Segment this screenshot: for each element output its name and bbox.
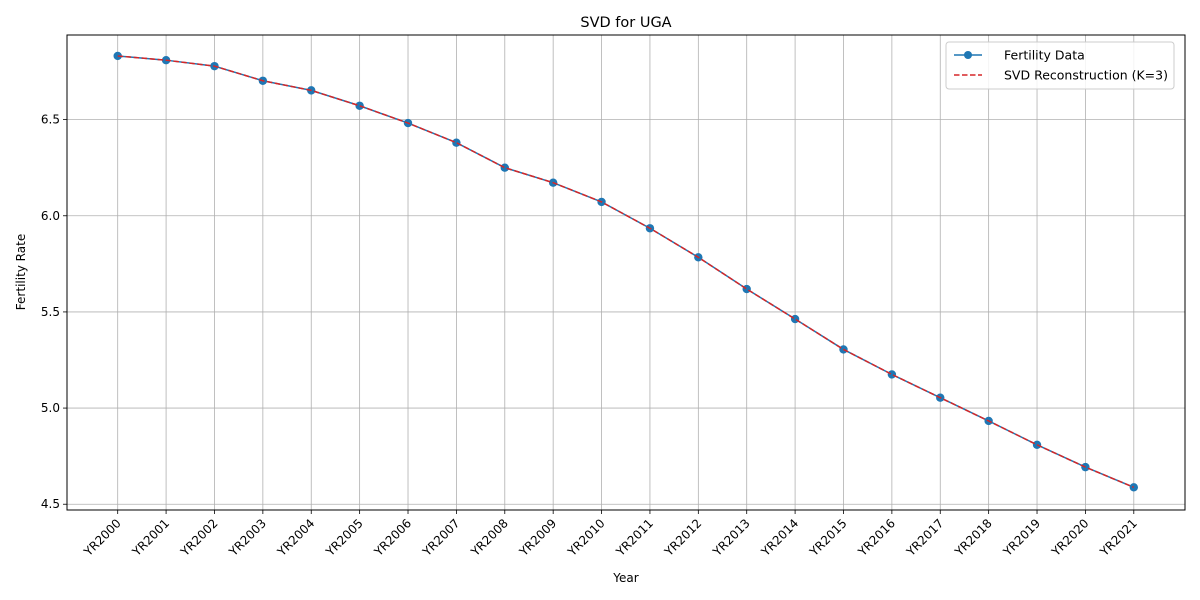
fertility-data-point xyxy=(790,314,800,324)
y-tick-label: 4.5 xyxy=(41,497,60,511)
x-tick-label: YR2012 xyxy=(661,516,704,559)
x-tick-label: YR2013 xyxy=(710,516,753,559)
legend-label-fertility-data: Fertility Data xyxy=(1004,48,1085,63)
fertility-data-point xyxy=(1032,440,1042,450)
x-tick-label: YR2008 xyxy=(468,516,511,559)
x-tick-label: YR2009 xyxy=(516,516,559,559)
legend-box xyxy=(945,41,1175,90)
x-tick-label: YR2007 xyxy=(419,516,462,559)
x-tick-label: YR2005 xyxy=(322,516,365,559)
x-tick-label: YR2011 xyxy=(613,516,656,559)
x-tick-label: YR2010 xyxy=(564,516,607,559)
fertility-data-point xyxy=(742,284,751,294)
grid-lines xyxy=(67,35,1185,510)
x-tick-label: YR2019 xyxy=(1000,516,1043,559)
svd-reconstruction-line xyxy=(117,55,1135,488)
fertility-data-point xyxy=(887,370,897,379)
y-axis-ticks: 4.5 5.0 5.5 6.0 6.5 xyxy=(41,113,67,511)
legend: Fertility Data SVD Reconstruction (K=3) xyxy=(945,41,1175,90)
x-tick-label: YR2006 xyxy=(371,516,414,559)
x-axis-ticks: YR2000 YR2001 YR2002 YR2003 YR2004 YR2005 YR20… xyxy=(81,510,1140,560)
fertility-data-point xyxy=(452,138,461,147)
y-tick-label: 5.5 xyxy=(41,305,60,319)
x-tick-label: YR2017 xyxy=(903,516,946,559)
fertility-data-point xyxy=(355,101,364,110)
y-tick-label: 5.0 xyxy=(41,401,60,415)
series-layer xyxy=(113,51,1139,492)
chart-title: SVD for UGA xyxy=(580,15,671,31)
y-tick-label: 6.5 xyxy=(41,113,60,127)
fertility-data-line xyxy=(117,55,1135,488)
x-tick-label: YR2014 xyxy=(758,516,801,559)
x-tick-label: YR2020 xyxy=(1048,516,1091,559)
x-axis-label: Year xyxy=(612,571,638,585)
legend-marker-fertility-data xyxy=(964,51,972,59)
x-tick-label: YR2001 xyxy=(129,516,172,559)
x-tick-label: YR2004 xyxy=(274,516,317,559)
plot-frame xyxy=(66,34,1186,511)
x-tick-label: YR2018 xyxy=(951,516,994,559)
y-tick-label: 6.0 xyxy=(41,209,60,223)
legend-label-svd-reconstruction: SVD Reconstruction (K=3) xyxy=(1004,68,1168,83)
x-tick-label: YR2015 xyxy=(806,516,849,559)
y-axis-label: Fertility Rate xyxy=(14,234,28,310)
x-tick-label: YR2016 xyxy=(855,516,898,559)
x-tick-label: YR2002 xyxy=(177,516,220,559)
fertility-data-point xyxy=(500,163,509,172)
x-tick-label: YR2003 xyxy=(226,516,269,559)
x-tick-label: YR2021 xyxy=(1097,516,1140,559)
x-tick-label: YR2000 xyxy=(81,516,124,559)
